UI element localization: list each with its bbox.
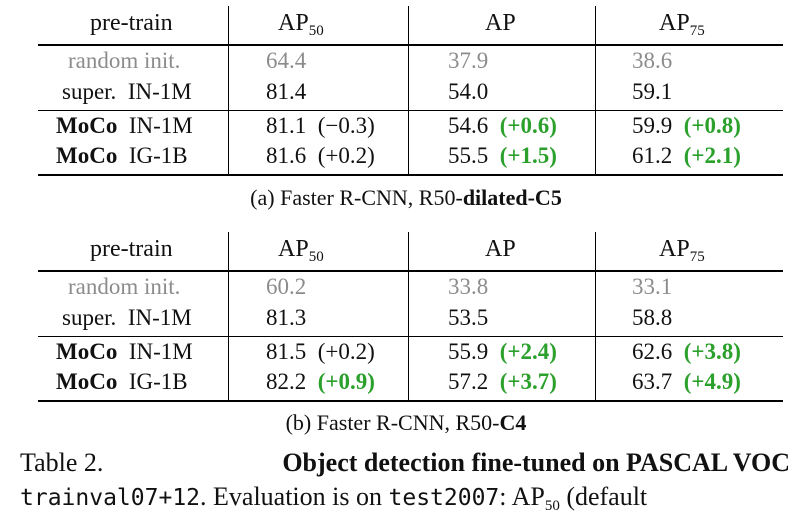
cell-ap50: 81.5 (+0.2) bbox=[266, 339, 375, 364]
header-ap: AP bbox=[485, 10, 516, 36]
cell-ap75: 58.8 bbox=[632, 305, 673, 330]
cell-ap75: 59.1 bbox=[632, 79, 673, 104]
table-rule bbox=[38, 400, 783, 402]
header-ap50: AP50 bbox=[278, 236, 324, 265]
cell-ap: 37.9 bbox=[448, 48, 489, 73]
column-divider bbox=[228, 6, 229, 174]
cell-ap50: 82.2 (+0.9) bbox=[266, 369, 375, 394]
column-divider bbox=[408, 6, 409, 174]
table-rule bbox=[38, 336, 783, 337]
header-pretrain: pre-train bbox=[90, 10, 173, 36]
caption-label: Table 2. bbox=[20, 448, 104, 477]
table-row: random init. bbox=[68, 274, 181, 299]
table-row: MoCo IG-1B bbox=[56, 143, 188, 168]
cell-ap: 54.6 (+0.6) bbox=[448, 113, 557, 138]
cell-ap50: 64.4 bbox=[266, 48, 307, 73]
caption-line-1: Table 2. Object detection fine-tuned on … bbox=[20, 446, 790, 480]
cell-ap: 54.0 bbox=[448, 79, 489, 104]
header-ap: AP bbox=[485, 236, 516, 262]
table-row: MoCo IN-1M bbox=[56, 113, 193, 138]
column-divider bbox=[595, 6, 596, 174]
table-rule bbox=[38, 44, 783, 46]
cell-ap50: 81.1 (−0.3) bbox=[266, 113, 375, 138]
column-divider bbox=[595, 232, 596, 400]
table-row: random init. bbox=[68, 48, 181, 73]
table-rule bbox=[38, 110, 783, 111]
table-a: pre-train AP50 AP AP75 random init. 64.4… bbox=[38, 6, 783, 176]
cell-ap75: 61.2 (+2.1) bbox=[632, 143, 741, 168]
cell-ap75: 63.7 (+4.9) bbox=[632, 369, 741, 394]
cell-ap75: 59.9 (+0.8) bbox=[632, 113, 741, 138]
cell-ap: 55.5 (+1.5) bbox=[448, 143, 557, 168]
cell-ap50: 81.3 bbox=[266, 305, 307, 330]
cell-ap50: 60.2 bbox=[266, 274, 307, 299]
cell-ap75: 38.6 bbox=[632, 48, 673, 73]
cell-ap50: 81.4 bbox=[266, 79, 307, 104]
cell-ap75: 62.6 (+3.8) bbox=[632, 339, 741, 364]
table-rule bbox=[38, 174, 783, 176]
header-ap75: AP75 bbox=[659, 10, 705, 39]
subcaption-b: (b) Faster R-CNN, R50-C4 bbox=[285, 410, 527, 435]
subcaption-a: (a) Faster R-CNN, R50-dilated-C5 bbox=[250, 185, 562, 210]
table-row: MoCo IG-1B bbox=[56, 369, 188, 394]
cell-ap: 33.8 bbox=[448, 274, 489, 299]
column-divider bbox=[228, 232, 229, 400]
table-row: MoCo IN-1M bbox=[56, 339, 193, 364]
cell-ap75: 33.1 bbox=[632, 274, 673, 299]
column-divider bbox=[408, 232, 409, 400]
header-ap75: AP75 bbox=[659, 236, 705, 265]
cell-ap: 55.9 (+2.4) bbox=[448, 339, 557, 364]
caption-title: Object detection fine-tuned on PASCAL VO… bbox=[282, 448, 790, 477]
cell-ap: 53.5 bbox=[448, 305, 489, 330]
caption-line-2: trainval07+12. Evaluation is on test2007… bbox=[20, 482, 648, 514]
cell-ap50: 81.6 (+0.2) bbox=[266, 143, 375, 168]
header-ap50: AP50 bbox=[278, 10, 324, 39]
table-b: pre-train AP50 AP AP75 random init. 60.2… bbox=[38, 232, 783, 402]
table-row: super. IN-1M bbox=[62, 79, 192, 104]
cell-ap: 57.2 (+3.7) bbox=[448, 369, 557, 394]
table-caption: Table 2. Object detection fine-tuned on … bbox=[20, 446, 790, 515]
table-rule bbox=[38, 270, 783, 272]
table-row: super. IN-1M bbox=[62, 305, 192, 330]
header-pretrain: pre-train bbox=[90, 236, 173, 262]
